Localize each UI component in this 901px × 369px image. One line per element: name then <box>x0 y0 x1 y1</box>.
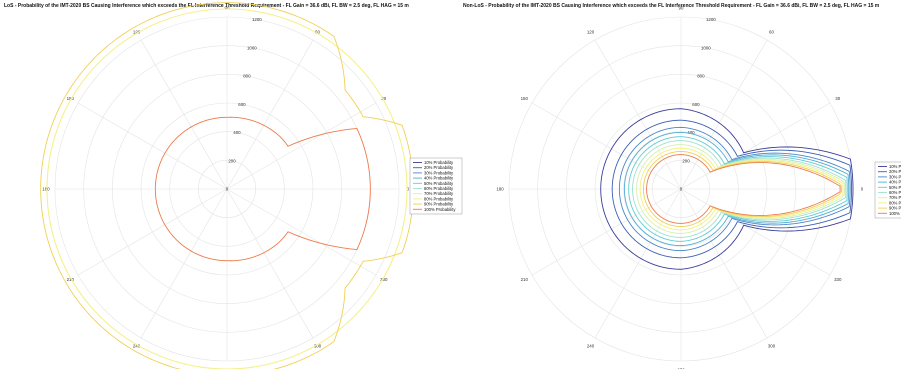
theta-tick-label: 180 <box>42 187 50 192</box>
theta-tick-label: 90 <box>225 6 230 11</box>
r-tick-label: 0 <box>226 187 229 192</box>
series-contour <box>646 154 841 224</box>
los-chart-panel: LoS - Probability of the IMT-2020 BS Cau… <box>4 2 463 369</box>
los-grid <box>54 16 400 362</box>
series-contour <box>611 119 853 259</box>
grid-spoke <box>140 39 228 190</box>
legend-entry: 50% Probability <box>889 185 901 190</box>
theta-tick-label: 330 <box>380 277 388 282</box>
series-contour <box>623 131 850 247</box>
legend-entry: 10% Probability <box>424 160 454 165</box>
legend-entry: 90% Probability <box>889 206 901 211</box>
grid-spoke <box>226 188 314 339</box>
r-tick-label: 200 <box>228 158 236 163</box>
r-tick-label: 400 <box>687 130 695 135</box>
los-polar-plot: 0 30 60 90 120 150 180 210 240 270 300 330 0 200 400 60… <box>40 2 463 369</box>
r-tick-label: 400 <box>233 130 241 135</box>
theta-tick-label: 330 <box>834 277 842 282</box>
r-tick-label: 1000 <box>247 45 257 50</box>
theta-tick-label: 150 <box>521 96 529 101</box>
r-tick-label: 800 <box>243 74 251 79</box>
series-contour <box>600 108 854 270</box>
theta-tick-label: 240 <box>587 343 595 348</box>
legend-entry: 100% Probability <box>889 211 901 216</box>
r-tick-label: 1200 <box>706 17 716 22</box>
grid-spoke <box>531 188 682 276</box>
theta-tick-label: 270 <box>223 368 231 369</box>
theta-tick-label: 300 <box>314 343 322 348</box>
theta-tick-label: 240 <box>133 343 141 348</box>
series-contour <box>636 144 845 234</box>
legend-entry: 100% Probability <box>424 207 456 212</box>
theta-tick-label: 0 <box>861 187 864 192</box>
theta-tick-label: 210 <box>67 277 75 282</box>
theta-tick-label: 30 <box>381 96 386 101</box>
legend-entry: 60% Probability <box>424 186 454 191</box>
legend-entry: 60% Probability <box>889 190 901 195</box>
theta-tick-label: 30 <box>835 96 840 101</box>
grid-spoke <box>680 188 768 339</box>
theta-tick-label: 150 <box>67 96 75 101</box>
legend-entry: 40% Probability <box>424 176 454 181</box>
legend-entry: 90% Probability <box>424 202 454 207</box>
legend-entry: 30% Probability <box>889 174 901 179</box>
r-tick-label: 1200 <box>252 17 262 22</box>
r-tick-label: 200 <box>682 158 690 163</box>
grid-spoke <box>77 102 228 190</box>
outer-contour <box>46 8 408 369</box>
series-contour <box>632 140 847 238</box>
grid-spoke <box>140 188 228 339</box>
grid-spoke <box>226 188 377 276</box>
grid-spoke <box>680 188 831 276</box>
legend-entry: 80% Probability <box>889 200 901 205</box>
r-tick-label: 800 <box>697 74 705 79</box>
theta-tick-label: 120 <box>587 30 595 35</box>
series-contour <box>40 2 414 369</box>
theta-tick-label: 0 <box>407 187 410 192</box>
grid-spoke <box>531 102 682 190</box>
legend-entry: 20% Probability <box>889 169 901 174</box>
legend-entry: 80% Probability <box>424 196 454 201</box>
r-tick-label: 600 <box>238 102 246 107</box>
legend-entry: 10% Probability <box>889 164 901 169</box>
legend-entry: 20% Probability <box>424 165 454 170</box>
theta-tick-label: 120 <box>133 30 141 35</box>
grid-spoke <box>594 39 682 190</box>
r-tick-label: 600 <box>692 102 700 107</box>
grid-spoke <box>77 188 228 276</box>
theta-tick-label: 60 <box>315 30 320 35</box>
legend-entry: 40% Probability <box>889 180 901 185</box>
grid-spoke <box>226 102 377 190</box>
chart-title: LoS - Probability of the IMT-2020 BS Cau… <box>4 3 409 9</box>
grid-spoke <box>680 102 831 190</box>
r-tick-label: 0 <box>680 187 683 192</box>
grid-spoke <box>226 39 314 190</box>
theta-tick-label: 90 <box>679 6 684 11</box>
series-contour <box>643 151 842 227</box>
theta-tick-label: 180 <box>496 187 504 192</box>
nlos-chart-panel: Non-LoS - Probability of the IMT-2020 BS… <box>455 0 901 369</box>
legend-entry: 30% Probability <box>424 170 454 175</box>
grid-spoke <box>680 39 768 190</box>
theta-tick-label: 60 <box>769 30 774 35</box>
theta-tick-label: 210 <box>521 277 529 282</box>
theta-tick-label: 300 <box>768 343 776 348</box>
legend-entry: 50% Probability <box>424 181 454 186</box>
r-tick-label: 1000 <box>701 45 711 50</box>
series-contour <box>628 136 848 242</box>
grid-spoke <box>594 188 682 339</box>
legend-entry: 70% Probability <box>424 191 454 196</box>
series-contour <box>639 147 844 231</box>
series-contour <box>154 116 371 262</box>
theta-tick-label: 270 <box>677 368 685 369</box>
nlos-polar-plot: 0 30 60 90 120 150 180 210 240 270 300 330 0 200 400 60… <box>496 6 901 369</box>
series-contour <box>618 126 851 252</box>
legend-entry: 70% Probability <box>889 195 901 200</box>
chart-title: Non-LoS - Probability of the IMT-2020 BS… <box>463 3 880 9</box>
